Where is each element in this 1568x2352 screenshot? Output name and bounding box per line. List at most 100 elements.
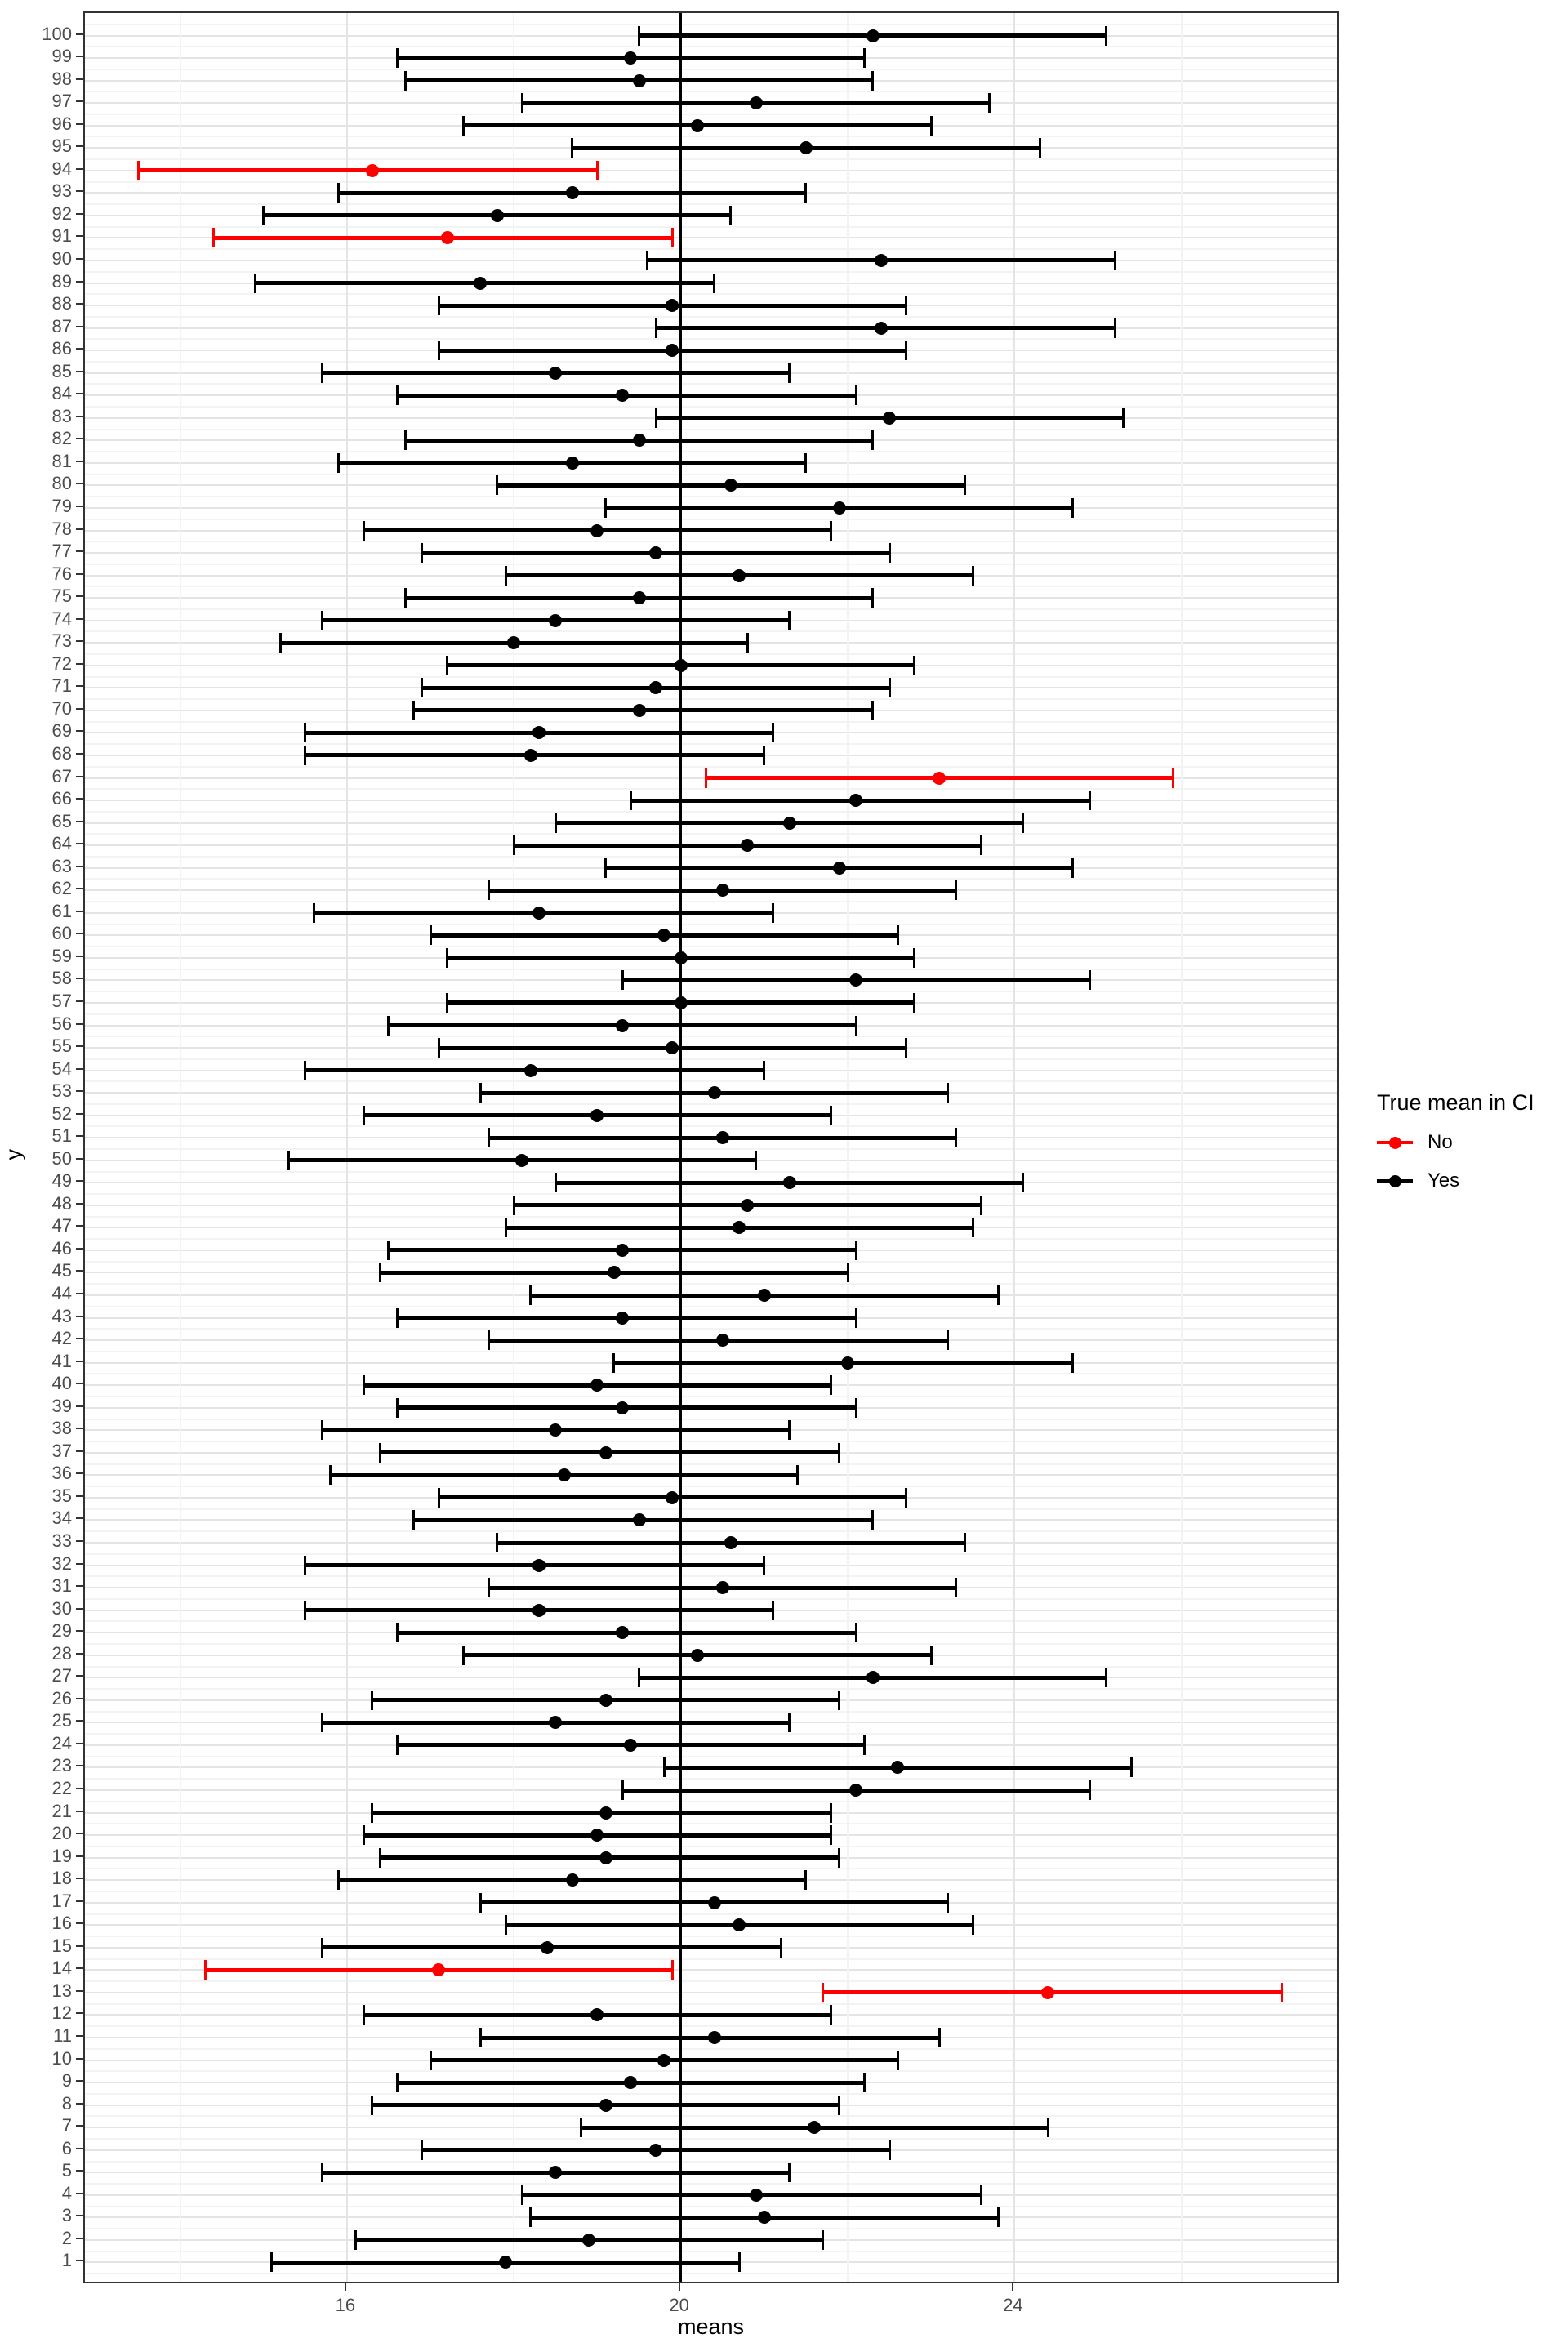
- ci-cap-upper: [854, 1623, 858, 1643]
- y-tick-label: 31: [51, 1575, 72, 1597]
- ci-cap-upper: [929, 115, 933, 136]
- gridline-y-minor: [85, 586, 1337, 588]
- ci-mean-point: [715, 1334, 729, 1348]
- ci-cap-lower: [337, 183, 341, 203]
- ci-mean-point: [715, 1131, 729, 1145]
- y-tick: [76, 2035, 83, 2037]
- ci-cap-upper: [763, 745, 766, 765]
- y-tick: [76, 1810, 83, 1812]
- y-tick: [76, 1315, 83, 1317]
- ci-cap-upper: [1046, 2118, 1049, 2138]
- legend-key-yes-icon: [1377, 1169, 1413, 1193]
- ci-cap-upper: [871, 1510, 875, 1530]
- y-tick: [76, 2012, 83, 2015]
- ci-cap-lower: [395, 1735, 399, 1755]
- ci-mean-point: [624, 51, 638, 65]
- y-tick-label: 17: [51, 1890, 72, 1911]
- legend-item-yes: Yes: [1377, 1169, 1568, 1193]
- y-tick-label: 8: [61, 2092, 72, 2114]
- y-tick-label: 43: [51, 1305, 72, 1326]
- gridline-y-minor: [85, 1283, 1337, 1285]
- gridline-y-minor: [85, 1238, 1337, 1241]
- legend-title: True mean in CI: [1377, 1090, 1535, 1115]
- ci-cap-upper: [846, 1263, 849, 1283]
- ci-cap-lower: [421, 678, 424, 698]
- ci-mean-point: [532, 906, 546, 920]
- ci-cap-upper: [1071, 858, 1075, 878]
- y-tick-label: 27: [51, 1665, 72, 1686]
- ci-mean-point: [666, 1490, 679, 1504]
- ci-cap-lower: [437, 1038, 440, 1058]
- ci-cap-lower: [304, 723, 307, 743]
- ci-cap-lower: [579, 2118, 582, 2138]
- ci-cap-lower: [362, 1375, 365, 1396]
- y-tick: [76, 617, 83, 620]
- ci-mean-point: [565, 456, 579, 470]
- gridline-y-minor: [85, 360, 1337, 363]
- ci-mean-point: [691, 118, 705, 132]
- ci-cap-upper: [862, 1735, 866, 1755]
- ci-cap-upper: [929, 1645, 933, 1665]
- y-tick: [76, 2192, 83, 2194]
- ci-mean-point: [549, 2166, 563, 2180]
- ci-mean-point: [616, 1626, 630, 1640]
- ci-mean-point: [657, 929, 671, 942]
- y-axis-title: y: [1, 1149, 26, 1160]
- y-tick-label: 66: [51, 788, 72, 809]
- ci-cap-upper: [862, 48, 866, 69]
- gridline-y-minor: [85, 1845, 1337, 1847]
- y-tick-label: 3: [61, 2205, 72, 2226]
- y-tick-label: 70: [51, 697, 72, 719]
- ci-cap-lower: [262, 205, 265, 225]
- y-tick: [76, 798, 83, 800]
- ci-mean-point: [440, 231, 454, 245]
- ci-cap-lower: [387, 1240, 390, 1260]
- ci-mean-point: [590, 1108, 604, 1122]
- y-tick-label: 16: [51, 1913, 72, 1934]
- y-tick: [76, 505, 83, 507]
- gridline-y-minor: [85, 1936, 1337, 1938]
- gridline-y-minor: [85, 743, 1337, 746]
- y-tick: [76, 978, 83, 980]
- ci-cap-upper: [955, 1128, 958, 1148]
- gridline-y-minor: [85, 1350, 1337, 1352]
- gridline-y-minor: [85, 1080, 1337, 1083]
- y-tick: [76, 1833, 83, 1835]
- y-tick-label: 78: [51, 518, 72, 539]
- y-tick-label: 4: [61, 2182, 72, 2203]
- y-tick: [76, 1428, 83, 1430]
- gridline-y-minor: [85, 1552, 1337, 1555]
- gridline-y-minor: [85, 1733, 1337, 1735]
- gridline-y-minor: [85, 1980, 1337, 1983]
- ci-cap-upper: [905, 341, 908, 361]
- y-tick-label: 95: [51, 136, 72, 157]
- ci-cap-lower: [504, 1218, 507, 1238]
- y-tick: [76, 1338, 83, 1340]
- ci-cap-lower: [496, 475, 499, 496]
- ci-cap-lower: [304, 1060, 307, 1080]
- y-tick-label: 82: [51, 428, 72, 449]
- y-tick-label: 57: [51, 990, 72, 1011]
- gridline-y-minor: [85, 23, 1337, 25]
- ci-cap-lower: [395, 1623, 399, 1643]
- ci-mean-point: [532, 726, 546, 740]
- y-tick: [76, 933, 83, 935]
- gridline-y-minor: [85, 338, 1337, 341]
- gridline-y-minor: [85, 1395, 1337, 1397]
- y-tick-label: 15: [51, 1935, 72, 1956]
- y-tick: [76, 145, 83, 148]
- ci-cap-upper: [1280, 1982, 1283, 2002]
- gridline-y-minor: [85, 1665, 1337, 1668]
- ci-cap-lower: [421, 543, 424, 564]
- ci-mean-point: [674, 658, 688, 672]
- gridline-y-minor: [85, 1036, 1337, 1038]
- ci-mean-point: [782, 1176, 796, 1190]
- x-tick-label: 20: [669, 2295, 689, 2315]
- ci-cap-upper: [763, 1555, 766, 1575]
- legend-key-no-icon: [1377, 1130, 1413, 1155]
- y-tick-label: 98: [51, 68, 72, 89]
- y-tick: [76, 56, 83, 58]
- gridline-y-minor: [85, 2025, 1337, 2028]
- ci-cap-upper: [955, 880, 958, 901]
- ci-cap-upper: [913, 992, 916, 1013]
